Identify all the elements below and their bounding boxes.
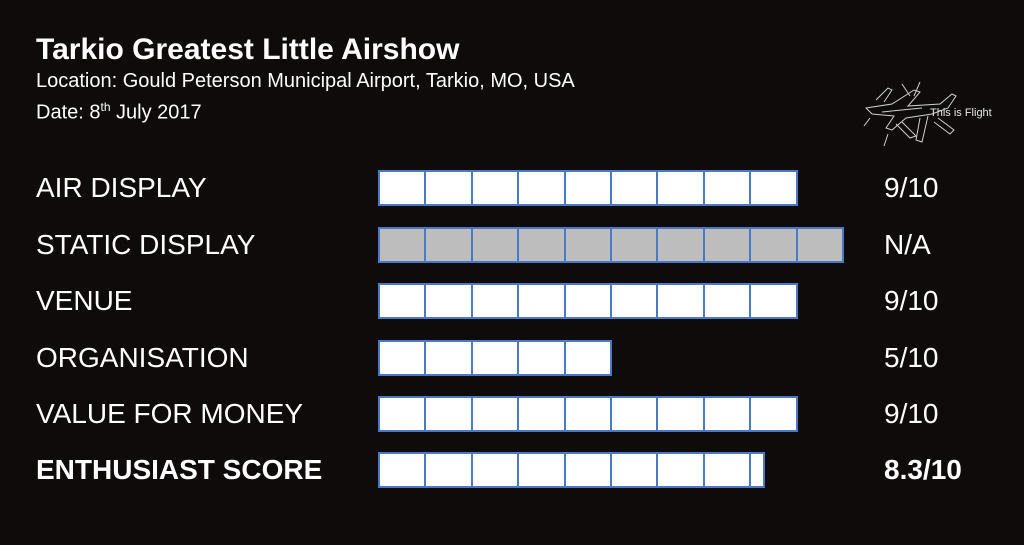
rating-bar-segment — [426, 398, 473, 430]
rating-bar — [378, 396, 798, 432]
rating-row: AIR DISPLAY 9/10 — [0, 170, 1024, 206]
rating-bar-segment — [380, 342, 427, 374]
rating-label: ORGANISATION — [36, 342, 249, 373]
rating-bar-segment — [380, 229, 427, 261]
date-rest: July 2017 — [110, 101, 202, 124]
rating-bar-segment — [658, 285, 705, 317]
rating-bar-segment — [426, 342, 473, 374]
rating-bar-segment — [751, 454, 763, 486]
rating-bar-segment — [611, 285, 659, 317]
rating-score: 8.3/10 — [884, 454, 962, 485]
rating-bar-segment — [565, 285, 612, 317]
rating-label: ENTHUSIAST SCORE — [36, 454, 323, 485]
rating-bar-segment — [658, 229, 705, 261]
rating-bar-segment — [704, 285, 752, 317]
rating-bar-segment — [565, 229, 612, 261]
rating-bar-segment — [704, 454, 752, 486]
location-text: Location: Gould Peterson Municipal Airpo… — [36, 70, 575, 92]
rating-bar-segment — [797, 229, 842, 261]
rating-bar-segment — [658, 454, 705, 486]
date-ordinal-suffix: th — [100, 100, 111, 114]
rating-bar-segment — [472, 172, 520, 204]
rating-bar-segment — [611, 454, 659, 486]
rating-bar-segment — [426, 172, 473, 204]
rating-bar-segment — [751, 285, 796, 317]
rating-bar-segment — [519, 454, 566, 486]
rating-row: STATIC DISPLAY N/A — [0, 227, 1024, 263]
rating-bar — [378, 283, 798, 319]
rating-bar-segment — [565, 342, 610, 374]
rating-bar-segment — [380, 172, 427, 204]
this-is-flight-logo: This is Flight — [862, 78, 994, 154]
rating-row: ENTHUSIAST SCORE 8.3/10 — [0, 452, 1024, 488]
rating-label: VALUE FOR MONEY — [36, 398, 304, 429]
rating-bar-segment — [380, 398, 427, 430]
rating-bar-segment — [472, 454, 520, 486]
rating-score: 9/10 — [884, 398, 939, 429]
rating-row: ORGANISATION 5/10 — [0, 340, 1024, 376]
rating-bar-segment — [565, 398, 612, 430]
rating-bar — [378, 452, 765, 488]
rating-bar-segment — [611, 172, 659, 204]
rating-row: VALUE FOR MONEY 9/10 — [0, 396, 1024, 432]
rating-bar — [378, 227, 844, 263]
rating-label: VENUE — [36, 285, 133, 316]
logo-text: This is Flight — [930, 107, 992, 119]
rating-bar-segment — [472, 285, 520, 317]
rating-bar-segment — [611, 398, 659, 430]
rating-score: N/A — [884, 229, 931, 260]
rating-bar-segment — [751, 172, 796, 204]
rating-bar-segment — [519, 285, 566, 317]
rating-label: AIR DISPLAY — [36, 172, 207, 203]
rating-score: 9/10 — [884, 172, 939, 203]
rating-bar-segment — [704, 229, 752, 261]
header: Tarkio Greatest Little Airshow Location:… — [36, 32, 575, 126]
rating-bar-segment — [751, 398, 796, 430]
rating-row: VENUE 9/10 — [0, 283, 1024, 319]
rating-bar-segment — [472, 398, 520, 430]
rating-bar-segment — [565, 172, 612, 204]
rating-bar-segment — [519, 172, 566, 204]
date-prefix: Date: 8 — [36, 101, 101, 124]
aircraft-sketch-icon — [863, 81, 957, 147]
rating-bar-segment — [426, 454, 473, 486]
rating-bar-segment — [704, 172, 752, 204]
date-text: Date: 8th July 2017 — [36, 94, 575, 126]
rating-bar-segment — [426, 285, 473, 317]
rating-bar — [378, 340, 612, 376]
rating-bar-segment — [472, 229, 520, 261]
rating-score: 5/10 — [884, 342, 939, 373]
rating-bar-segment — [519, 342, 566, 374]
rating-bar-segment — [565, 454, 612, 486]
page-title: Tarkio Greatest Little Airshow — [36, 33, 460, 66]
rating-bar-segment — [472, 342, 520, 374]
rating-bar-segment — [611, 229, 659, 261]
rating-bar-segment — [380, 285, 427, 317]
rating-bar-segment — [519, 229, 566, 261]
rating-bar-segment — [380, 454, 427, 486]
rating-bar-segment — [658, 172, 705, 204]
rating-bar-segment — [519, 398, 566, 430]
rating-label: STATIC DISPLAY — [36, 229, 256, 260]
rating-bar-segment — [751, 229, 798, 261]
rating-score: 9/10 — [884, 285, 939, 316]
rating-bar-segment — [658, 398, 705, 430]
rating-bar — [378, 170, 798, 206]
rating-bar-segment — [426, 229, 473, 261]
rating-bar-segment — [704, 398, 752, 430]
